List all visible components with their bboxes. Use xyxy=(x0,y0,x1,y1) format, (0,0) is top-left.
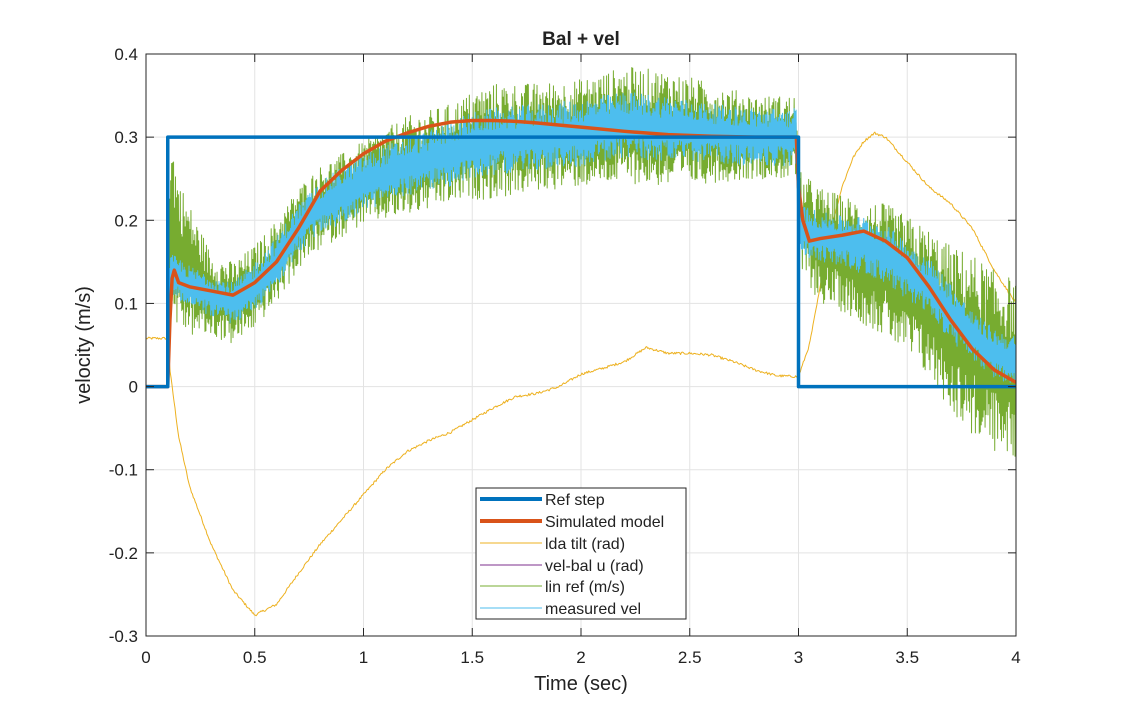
legend-label-lin-ref: lin ref (m/s) xyxy=(545,579,625,596)
series-line-measured-vel xyxy=(146,92,1016,388)
x-tick-label: 3 xyxy=(794,648,803,667)
ticks: 0 0.5 1 1.5 2 2.5 3 3.5 4 -0.3 -0.2 -0.1 0 0.1 0.2 0.3 0… xyxy=(109,45,1021,667)
y-tick-label: -0.1 xyxy=(109,461,138,480)
y-axis-label: velocity (m/s) xyxy=(73,286,95,404)
y-tick-label: 0.2 xyxy=(114,211,138,230)
legend-box xyxy=(475,487,687,620)
series-line-ref-step xyxy=(146,135,1016,389)
x-tick-label: 0.5 xyxy=(243,648,267,667)
series-layer xyxy=(146,67,1016,617)
legend-label-ref-step: Ref step xyxy=(545,492,605,509)
x-tick-label: 2 xyxy=(576,648,585,667)
legend: Ref step Simulated model lda tilt (rad) … xyxy=(475,487,687,620)
x-tick-label: 1.5 xyxy=(460,648,484,667)
legend-label-simulated-model: Simulated model xyxy=(545,514,664,531)
x-tick-label: 1 xyxy=(359,648,368,667)
legend-label-vel-bal-u: vel-bal u (rad) xyxy=(545,558,644,575)
series-line-lda-tilt-rad xyxy=(146,131,1016,617)
y-tick-label: 0 xyxy=(129,378,138,397)
legend-label-measured-vel: measured vel xyxy=(545,601,641,618)
y-tick-label: 0.1 xyxy=(114,294,138,313)
x-axis-label: Time (sec) xyxy=(534,673,628,695)
y-tick-label: -0.3 xyxy=(109,627,138,646)
y-tick-label: -0.2 xyxy=(109,544,138,563)
x-tick-label: 3.5 xyxy=(895,648,919,667)
x-tick-label: 0 xyxy=(141,648,150,667)
chart-title: Bal + vel xyxy=(542,29,620,50)
plot-area: 0 0.5 1 1.5 2 2.5 3 3.5 4 -0.3 -0.2 -0.1 0 0.1 0.2 0.3 0… xyxy=(109,45,1021,667)
x-tick-label: 4 xyxy=(1011,648,1020,667)
y-tick-label: 0.4 xyxy=(114,45,138,64)
series-line-simulated-model xyxy=(146,118,1016,389)
x-tick-label: 2.5 xyxy=(678,648,702,667)
series-line-lin-ref-m-s xyxy=(146,67,1016,457)
y-tick-label: 0.3 xyxy=(114,128,138,147)
legend-label-lda-tilt: lda tilt (rad) xyxy=(545,536,625,553)
